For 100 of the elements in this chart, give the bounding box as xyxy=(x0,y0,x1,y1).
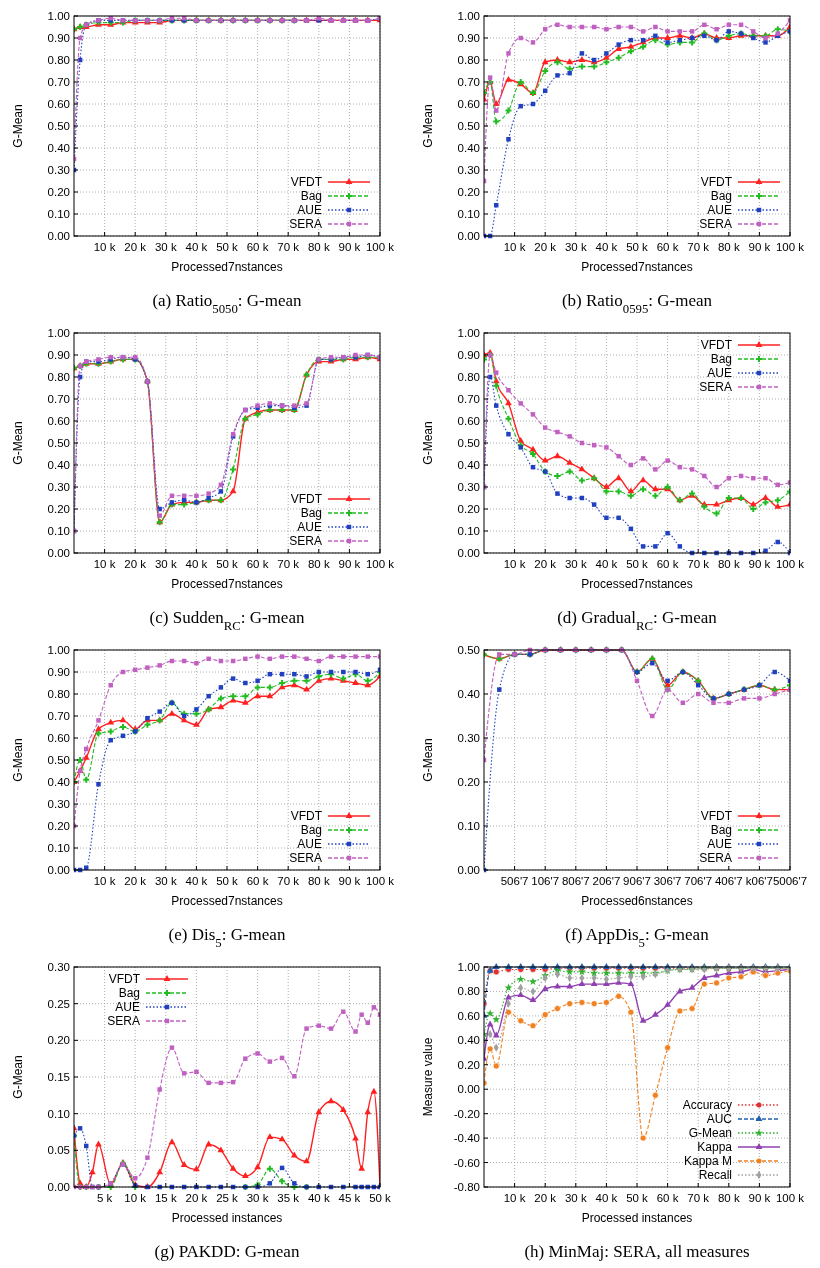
x-tick-label: 80 k xyxy=(717,241,740,253)
x-tick-label: 100 k xyxy=(775,1192,805,1204)
x-tick-label: 40 k xyxy=(185,558,208,570)
legend-label: Accuracy xyxy=(682,1098,732,1112)
x-axis-title: Processed6nstances xyxy=(581,894,693,908)
x-tick-label: 306'7 xyxy=(653,875,682,887)
y-tick-label: 1.00 xyxy=(47,644,70,656)
y-tick-label: 0.25 xyxy=(47,997,70,1010)
x-axis-title: Processed instances xyxy=(581,1211,693,1225)
y-axis-title: G-Mean xyxy=(11,104,25,148)
y-axis-title: G-Mean xyxy=(421,421,435,465)
y-tick-label: 0.00 xyxy=(47,547,70,559)
legend-label: Kappa xyxy=(697,1140,733,1154)
y-tick-label: 0.30 xyxy=(47,481,70,493)
x-tick-label: 40 k xyxy=(185,241,208,253)
x-tick-label: 806'7 xyxy=(561,875,590,887)
x-tick-label: 30 k xyxy=(564,558,587,570)
y-tick-label: -0.20 xyxy=(453,1107,480,1120)
x-tick-label: 100 k xyxy=(365,558,395,570)
legend-label: AUE xyxy=(707,366,732,380)
x-tick-label: 100 k xyxy=(365,241,395,253)
x-tick-label: k06'7 xyxy=(745,875,773,887)
y-axis-title: G-Mean xyxy=(11,738,25,782)
x-tick-label: 60 k xyxy=(246,241,269,253)
legend-label: VFDT xyxy=(700,175,733,189)
legend-label: SERA xyxy=(289,534,322,548)
y-tick-label: 0.60 xyxy=(47,415,70,427)
x-tick-label: 10 k xyxy=(503,1192,526,1204)
y-tick-label: 0.40 xyxy=(47,142,70,154)
x-tick-label: 25 k xyxy=(216,1192,239,1204)
y-tick-label: 0.00 xyxy=(47,1181,70,1193)
legend-label: AUC xyxy=(706,1112,733,1126)
legend-label: SERA xyxy=(699,217,732,231)
y-axis-title: G-Mean xyxy=(11,1055,25,1099)
y-tick-label: 0.30 xyxy=(47,798,70,810)
y-tick-label: 0.20 xyxy=(457,1058,480,1071)
y-tick-label: 0.50 xyxy=(47,437,70,449)
y-tick-label: -0.80 xyxy=(453,1181,480,1193)
y-tick-label: 0.05 xyxy=(47,1144,70,1157)
x-tick-label: 35 k xyxy=(277,1192,300,1204)
legend-label: Kappa M xyxy=(683,1154,732,1168)
y-tick-label: 0.40 xyxy=(47,776,70,788)
y-tick-label: 0.20 xyxy=(457,186,480,198)
y-tick-label: 0.50 xyxy=(457,437,480,449)
y-tick-label: 1.00 xyxy=(457,961,480,973)
x-tick-label: 60 k xyxy=(656,241,679,253)
x-tick-label: 80 k xyxy=(307,875,330,887)
legend-label: VFDT xyxy=(700,338,733,352)
x-tick-label: 50 k xyxy=(626,558,649,570)
x-tick-label: 70 k xyxy=(277,558,300,570)
y-tick-label: 0.40 xyxy=(457,1034,480,1047)
y-tick-label: 0.80 xyxy=(457,985,480,998)
legend-label: SERA xyxy=(289,217,322,231)
x-tick-label: 20 k xyxy=(185,1192,208,1204)
legend-label: Bag xyxy=(300,506,322,520)
legend-label: AUE xyxy=(297,837,322,851)
y-tick-label: -0.40 xyxy=(453,1132,480,1145)
x-tick-label: 100 k xyxy=(775,558,805,570)
legend-label: Bag xyxy=(118,986,140,1000)
x-tick-label: 40 k xyxy=(595,241,618,253)
x-tick-label: 406'7 xyxy=(714,875,743,887)
y-tick-label: 0.80 xyxy=(457,54,480,66)
y-tick-label: 0.80 xyxy=(47,371,70,383)
x-tick-label: 10 k xyxy=(503,241,526,253)
y-tick-label: 1.00 xyxy=(47,327,70,339)
y-tick-label: 0.60 xyxy=(47,98,70,110)
y-tick-label: 0.70 xyxy=(457,393,480,405)
legend-label: SERA xyxy=(107,1014,140,1028)
y-tick-label: 0.40 xyxy=(457,459,480,471)
x-tick-label: 100 k xyxy=(365,875,395,887)
x-tick-label: 50 k xyxy=(216,558,239,570)
legend-label: VFDT xyxy=(108,972,141,986)
x-tick-label: 106'7 xyxy=(531,875,560,887)
text: (g) PAKDD: G-mean xyxy=(154,1242,300,1261)
legend-label: G-Mean xyxy=(688,1126,732,1140)
y-tick-label: 0.10 xyxy=(457,208,480,220)
x-tick-label: 50 k xyxy=(216,241,239,253)
x-tick-label: 10 k xyxy=(93,241,116,253)
y-tick-label: 0.80 xyxy=(457,371,480,383)
x-tick-label: 10 k xyxy=(124,1192,147,1204)
x-tick-label: 90 k xyxy=(338,558,361,570)
y-tick-label: 0.10 xyxy=(47,842,70,854)
y-tick-label: 0.80 xyxy=(47,54,70,66)
text: (a) Ratio$_{5050}$: G-mean xyxy=(152,291,303,316)
y-tick-label: 0.10 xyxy=(47,208,70,220)
y-tick-label: 1.00 xyxy=(457,10,480,22)
x-tick-label: 50 k xyxy=(626,1192,649,1204)
y-tick-label: 0.30 xyxy=(47,961,70,973)
x-tick-label: 60 k xyxy=(656,1192,679,1204)
y-tick-label: 0.10 xyxy=(457,820,480,832)
legend-label: Recall xyxy=(698,1168,732,1182)
x-tick-label: 20 k xyxy=(534,241,557,253)
y-tick-label: 0.15 xyxy=(47,1071,70,1083)
x-tick-label: 15 k xyxy=(154,1192,177,1204)
y-tick-label: 0.60 xyxy=(457,415,480,427)
text: (b) Ratio$_{0595}$: G-mean xyxy=(561,291,713,316)
y-tick-label: 0.00 xyxy=(457,1083,480,1096)
x-tick-label: 40 k xyxy=(595,1192,618,1204)
x-tick-label: 80 k xyxy=(307,558,330,570)
x-tick-label: 10 k xyxy=(93,558,116,570)
